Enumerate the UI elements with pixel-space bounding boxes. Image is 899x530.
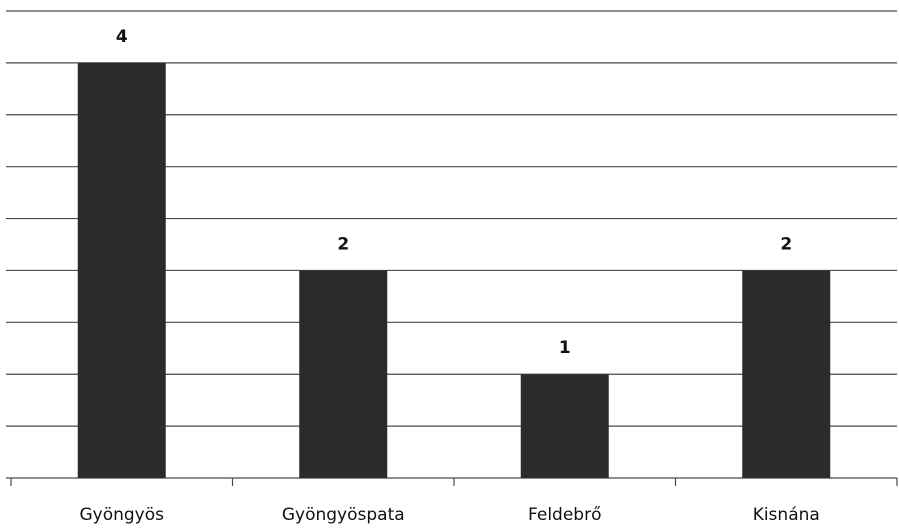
bar [299, 270, 388, 478]
data-label: 4 [116, 27, 128, 47]
bar [77, 62, 166, 479]
data-label: 2 [780, 234, 792, 254]
bar [520, 374, 609, 478]
bar [742, 270, 831, 478]
x-tick-label: Feldebrő [528, 505, 601, 525]
data-label: 2 [337, 234, 349, 254]
x-tick-label: Gyöngyös [79, 505, 164, 525]
x-tick-label: Kisnána [753, 505, 820, 525]
data-label: 1 [559, 338, 571, 358]
x-tick-label: Gyöngyöspata [282, 505, 405, 525]
